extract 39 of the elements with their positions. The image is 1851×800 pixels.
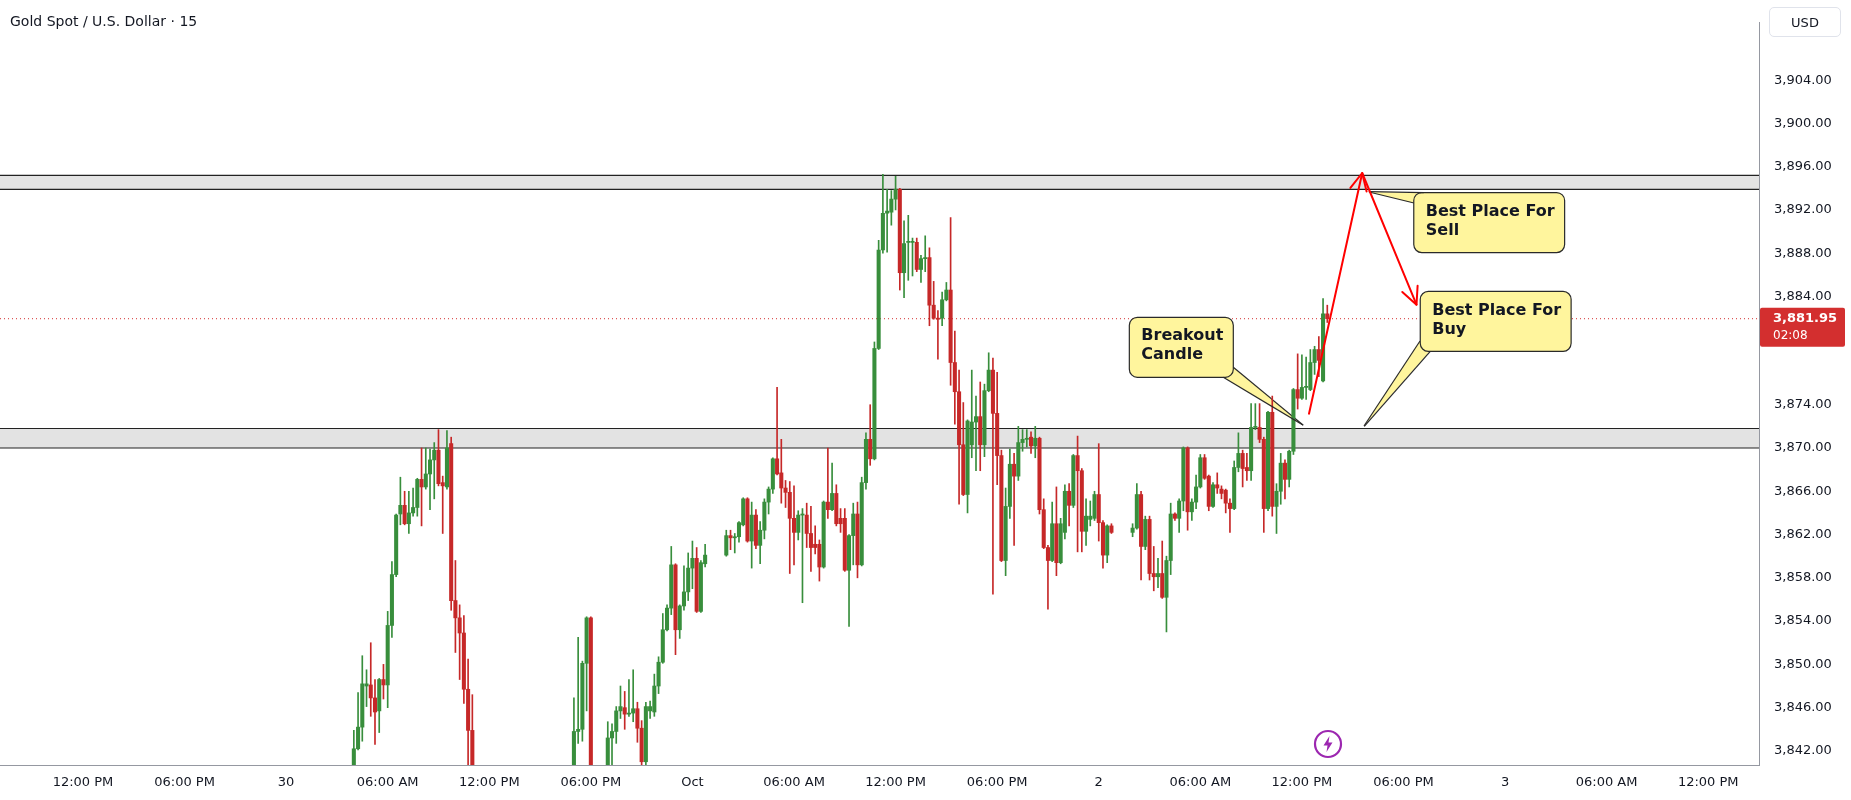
x-tick-label: 06:00 PM bbox=[1373, 774, 1434, 790]
y-tick-label: 3,884.00 bbox=[1774, 287, 1832, 303]
x-tick-label: 06:00 PM bbox=[966, 774, 1028, 790]
y-tick-label: 3,904.00 bbox=[1774, 71, 1832, 87]
annotation: Breakout Candle bbox=[1141, 325, 1224, 364]
annotation: Best Place For Buy bbox=[1432, 299, 1562, 338]
y-tick-label: 3,892.00 bbox=[1774, 201, 1832, 217]
text: 02:08 bbox=[1773, 327, 1808, 342]
y-tick-label: 3,862.00 bbox=[1774, 525, 1832, 541]
y-tick-label: 3,900.00 bbox=[1774, 114, 1832, 130]
x-tick-label: 06:00 AM bbox=[1169, 774, 1232, 790]
y-tick-label: 3,846.00 bbox=[1774, 699, 1832, 715]
ref-line-label: 3,881.95 bbox=[1773, 310, 1838, 326]
x-tick-label: Oct bbox=[681, 774, 704, 790]
x-tick-label: 30 bbox=[277, 774, 295, 790]
annotation: Best Place For Sell bbox=[1425, 200, 1555, 239]
x-tick-label: 12:00 PM bbox=[458, 774, 520, 790]
chart-title: Gold Spot / U.S. Dollar · 15 bbox=[10, 13, 198, 29]
y-tick-label: 3,896.00 bbox=[1774, 158, 1832, 174]
x-tick-label: 12:00 PM bbox=[1677, 774, 1739, 790]
y-tick-label: 3,854.00 bbox=[1774, 612, 1832, 628]
y-tick-label: 3,874.00 bbox=[1774, 396, 1832, 412]
y-tick-label: 3,870.00 bbox=[1774, 439, 1832, 455]
x-tick-label: 06:00 AM bbox=[356, 774, 419, 790]
x-tick-label: 12:00 PM bbox=[1271, 774, 1333, 790]
x-tick-label: 2 bbox=[1094, 774, 1103, 790]
x-tick-label: 3 bbox=[1500, 774, 1510, 790]
x-tick-label: 06:00 AM bbox=[1575, 774, 1638, 790]
y-axis-title: USD bbox=[1769, 7, 1841, 37]
x-tick-label: 06:00 PM bbox=[154, 774, 215, 790]
x-tick-label: 06:00 PM bbox=[560, 774, 622, 790]
x-tick-label: 06:00 AM bbox=[763, 774, 825, 790]
y-tick-label: 3,858.00 bbox=[1774, 569, 1832, 585]
x-tick-label: 12:00 PM bbox=[865, 774, 926, 790]
x-tick-label: 12:00 PM bbox=[52, 774, 114, 790]
y-tick-label: 3,866.00 bbox=[1774, 482, 1832, 498]
y-tick-label: 3,850.00 bbox=[1774, 655, 1832, 671]
y-tick-label: 3,888.00 bbox=[1774, 244, 1832, 260]
y-tick-label: 3,842.00 bbox=[1774, 742, 1832, 758]
